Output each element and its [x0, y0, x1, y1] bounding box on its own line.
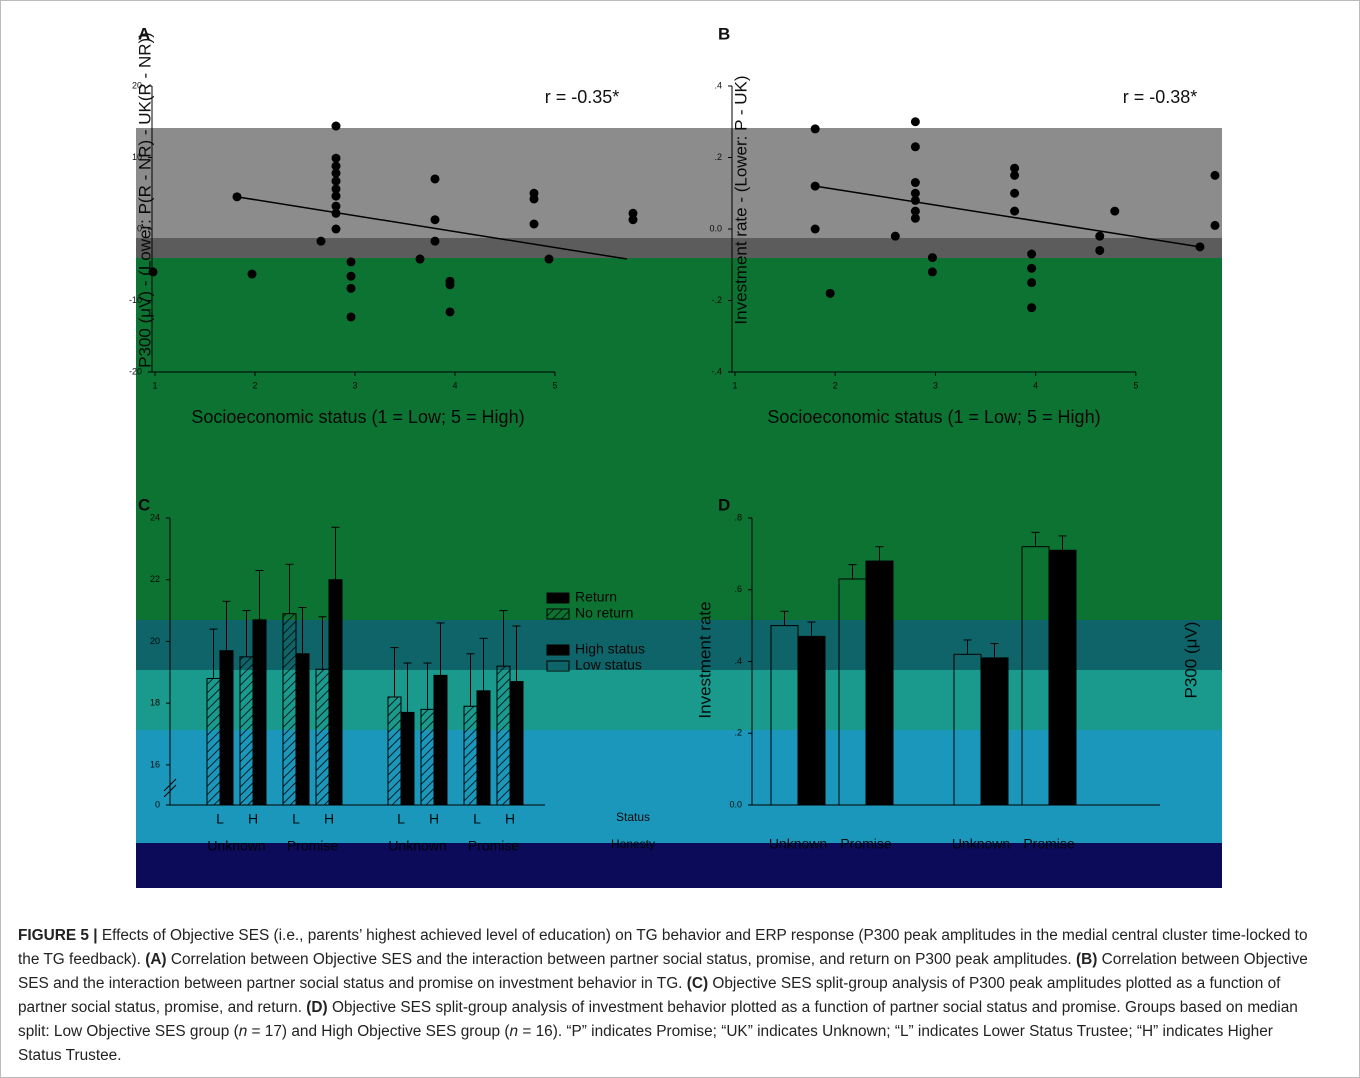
- band: [136, 670, 1222, 730]
- caption-text: Correlation between Objective SES and th…: [166, 951, 1076, 968]
- band: [136, 843, 1222, 888]
- band: [136, 238, 1222, 258]
- caption-label: (A): [145, 951, 167, 968]
- band: [136, 620, 1222, 670]
- figure: AP300 (μV) - (Lower: P(R - NR) - UK(R - …: [129, 24, 1222, 888]
- y-tick-label: 20: [132, 80, 142, 90]
- band: [136, 730, 1222, 843]
- panel-label: B: [718, 24, 730, 43]
- caption-label: (C): [686, 975, 709, 992]
- caption: FIGURE 5 | Effects of Objective SES (i.e…: [18, 924, 1318, 1068]
- caption-text: n: [238, 1023, 248, 1040]
- caption-label: FIGURE 5 |: [18, 927, 98, 944]
- caption-text: Correlation between Objective SES and th…: [18, 951, 1308, 992]
- point: [910, 117, 920, 127]
- caption-text: = 16). “P” indicates Promise; “UK” indic…: [18, 1023, 1273, 1064]
- band: [136, 258, 1222, 620]
- caption-text: Objective SES split-group analysis of P3…: [18, 975, 1281, 1016]
- caption-label: (B): [1076, 951, 1098, 968]
- caption-text: Objective SES split-group analysis of in…: [18, 999, 1298, 1040]
- caption-text: n: [509, 1023, 519, 1040]
- y-tick-label: .4: [714, 80, 722, 90]
- band: [136, 128, 1222, 238]
- annotation: r = -0.35*: [545, 87, 620, 107]
- caption-text: = 17) and High Objective SES group (: [247, 1023, 510, 1040]
- panel-label: A: [138, 24, 150, 43]
- annotation: r = -0.38*: [1123, 87, 1198, 107]
- caption-text: Effects of Objective SES (i.e., parents’…: [18, 927, 1308, 968]
- y-tick-label: -20: [129, 366, 142, 376]
- caption-label: (D): [306, 999, 328, 1016]
- color-bands: [136, 128, 1222, 888]
- y-tick-label: -10: [129, 295, 142, 305]
